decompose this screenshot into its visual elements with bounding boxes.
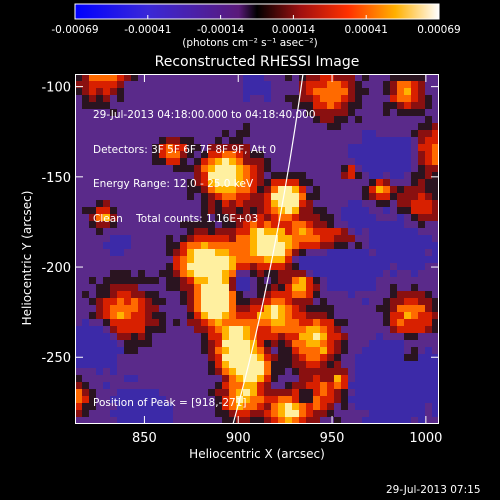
plot-frame [75, 74, 439, 424]
x-tick-label: 900 [226, 431, 251, 446]
x-tick-label: 850 [132, 431, 157, 446]
y-axis-label: Heliocentric Y (arcsec) [20, 190, 34, 326]
image-title: Reconstructed RHESSI Image [154, 54, 360, 70]
colorbar: -0.00069 -0.00041 -0.00014 0.00014 0.00041 0.… [51, 3, 461, 36]
colorbar-tick-label: -0.00069 [51, 24, 98, 36]
x-tick-label: 950 [320, 431, 345, 446]
info-time-range: 29-Jul-2013 04:18:00.000 to 04:18:40.000 [93, 109, 316, 121]
peak-position: Position of Peak = [918,-271] [93, 397, 247, 409]
y-tick-label: -100 [41, 81, 71, 96]
y-tick-label: -250 [41, 351, 71, 366]
footer-timestamp: 29-Jul-2013 07:15 [386, 484, 481, 496]
colorbar-tick-label: 0.00014 [272, 24, 316, 36]
colorbar-tick-label: 0.00069 [417, 24, 460, 36]
colorbar-tick-label: -0.00014 [197, 24, 245, 36]
y-tick-label: -200 [41, 261, 71, 276]
solar-limb-line [232, 74, 304, 424]
colorbar-tick-label: -0.00041 [124, 24, 171, 36]
colorbar-tick-label: 0.00041 [344, 24, 387, 36]
info-block: 29-Jul-2013 04:18:00.000 to 04:18:40.000… [93, 87, 316, 237]
image-canvas [75, 74, 439, 424]
info-clean-counts: Clean Total counts: 1.16E+03 [93, 212, 259, 225]
colorbar-gradient [74, 3, 440, 20]
info-detectors: Detectors: 3F 5F 6F 7F 8F 9F, Att 0 [93, 143, 277, 156]
y-tick-label: -150 [41, 171, 71, 186]
x-axis-label: Heliocentric X (arcsec) [189, 447, 325, 461]
colorbar-unit-label: (photons cm⁻² s⁻¹ asec⁻²) [182, 37, 318, 49]
x-tick-label: 1000 [409, 431, 442, 446]
info-energy-range: Energy Range: 12.0 - 25.0 keV [93, 178, 254, 190]
image-pixels [75, 74, 439, 424]
colorbar-ticks: -0.00069 -0.00041 -0.00014 0.00014 0.00041 0.… [51, 15, 461, 36]
